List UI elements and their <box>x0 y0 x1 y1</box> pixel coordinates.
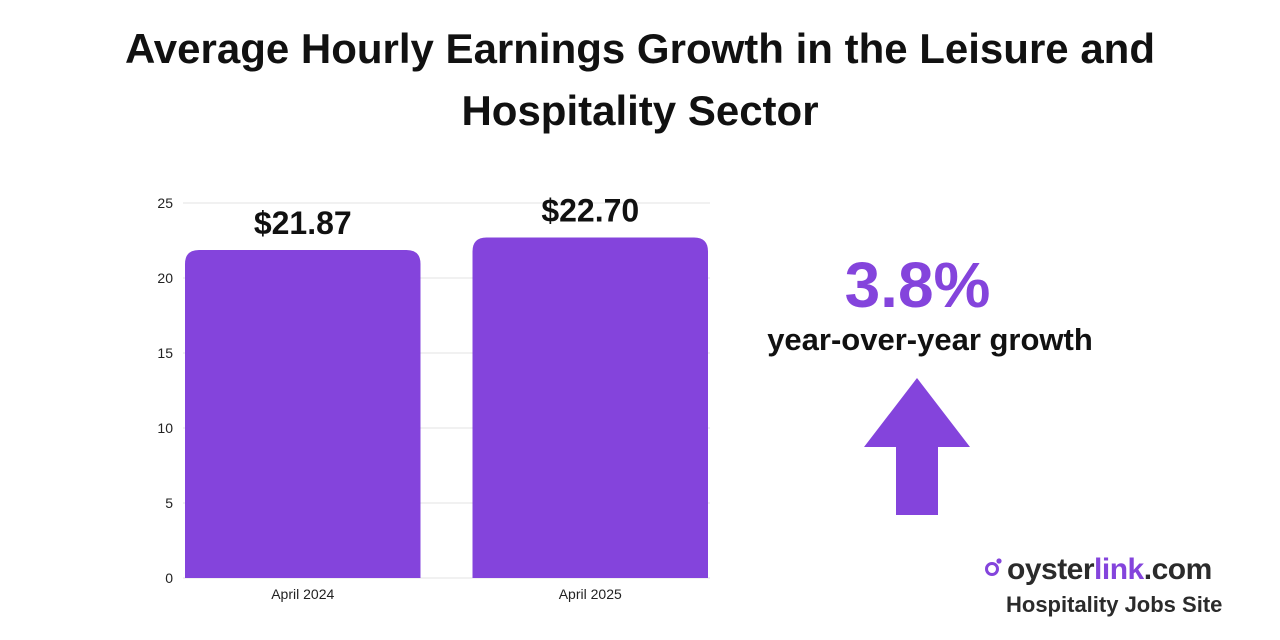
data-label: $22.70 <box>541 193 639 229</box>
growth-caption: year-over-year growth <box>767 322 1093 357</box>
brand-name-prefix: oyster <box>1007 553 1095 586</box>
y-tick-label: 5 <box>165 495 173 511</box>
y-tick-label: 10 <box>157 420 173 436</box>
data-label: $21.87 <box>254 205 352 241</box>
y-tick-label: 25 <box>157 195 173 211</box>
brand-name: oysterlink.com <box>1007 553 1212 587</box>
chart-title: Average Hourly Earnings Growth in the Le… <box>125 25 1155 134</box>
brand-name-suffix: .com <box>1143 553 1213 586</box>
up-arrow-shape <box>864 378 970 515</box>
up-arrow-icon <box>864 378 970 515</box>
brand-tagline: Hospitality Jobs Site <box>1006 592 1223 617</box>
bar-1 <box>185 249 421 578</box>
bar-2 <box>472 237 708 578</box>
growth-percentage: 3.8% <box>844 249 991 321</box>
y-tick-label: 0 <box>165 570 173 586</box>
x-category-label: April 2025 <box>559 586 622 602</box>
labels: 0 5 10 15 20 25 $21.87 April 2024 $22.70 April 20… <box>157 193 639 603</box>
x-category-label: April 2024 <box>271 586 334 602</box>
y-tick-label: 15 <box>157 345 173 361</box>
brand-mark-icon <box>985 558 1002 576</box>
y-tick-label: 20 <box>157 270 173 286</box>
brand-name-accent: link <box>1094 553 1144 586</box>
bars <box>185 237 708 578</box>
